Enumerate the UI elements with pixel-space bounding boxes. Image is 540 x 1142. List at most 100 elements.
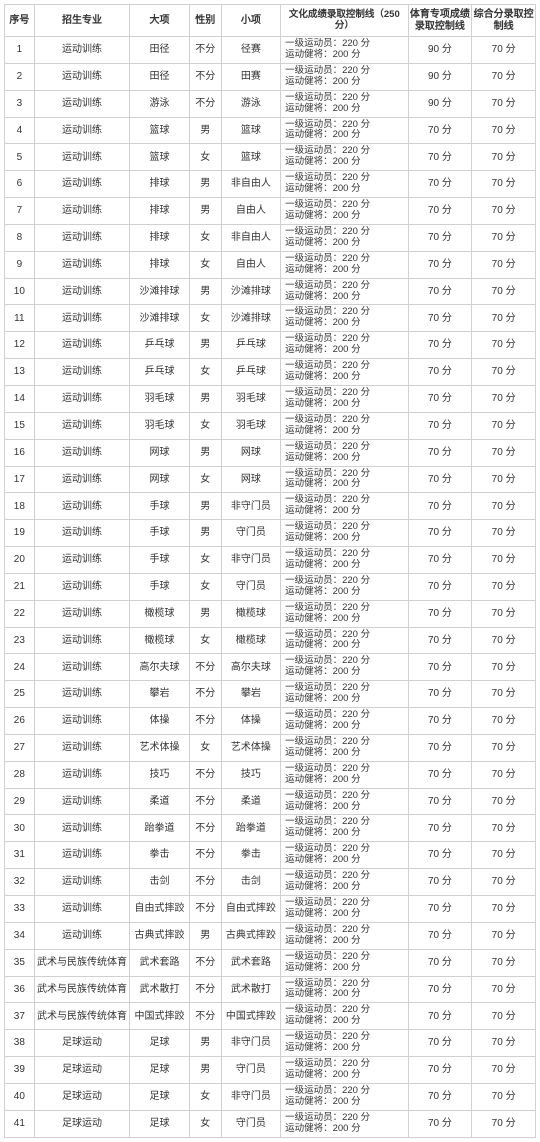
- cell-cultural: 一级运动员：220 分运动健将：200 分: [281, 466, 408, 493]
- cell-sport: 70 分: [408, 761, 472, 788]
- cell-subitem: 乒乓球: [221, 359, 280, 386]
- cell-subitem: 自由人: [221, 251, 280, 278]
- cell-sex: 男: [189, 278, 221, 305]
- cell-subitem: 古典式摔跤: [221, 922, 280, 949]
- cell-sex: 男: [189, 171, 221, 198]
- cell-major: 运动训练: [34, 90, 130, 117]
- cell-category: 排球: [130, 171, 189, 198]
- cell-category: 沙滩排球: [130, 278, 189, 305]
- cell-subitem: 非守门员: [221, 1083, 280, 1110]
- cell-major: 运动训练: [34, 412, 130, 439]
- table-row: 15运动训练羽毛球女羽毛球一级运动员：220 分运动健将：200 分70 分70…: [5, 412, 536, 439]
- cell-cultural: 一级运动员：220 分运动健将：200 分: [281, 1083, 408, 1110]
- table-row: 20运动训练手球女非守门员一级运动员：220 分运动健将：200 分70 分70…: [5, 547, 536, 574]
- cell-sex: 男: [189, 520, 221, 547]
- cell-subitem: 武术套路: [221, 949, 280, 976]
- cell-subitem: 羽毛球: [221, 385, 280, 412]
- cell-cultural: 一级运动员：220 分运动健将：200 分: [281, 627, 408, 654]
- cell-composite: 70 分: [472, 305, 536, 332]
- cell-major: 运动训练: [34, 493, 130, 520]
- cell-subitem: 攀岩: [221, 681, 280, 708]
- cell-subitem: 非守门员: [221, 493, 280, 520]
- table-body: 1运动训练田径不分径赛一级运动员：220 分运动健将：200 分90 分70 分…: [5, 37, 536, 1138]
- table-row: 21运动训练手球女守门员一级运动员：220 分运动健将：200 分70 分70 …: [5, 573, 536, 600]
- cell-category: 排球: [130, 198, 189, 225]
- cell-composite: 70 分: [472, 412, 536, 439]
- table-row: 3运动训练游泳不分游泳一级运动员：220 分运动健将：200 分90 分70 分: [5, 90, 536, 117]
- cell-major: 运动训练: [34, 573, 130, 600]
- cell-cultural: 一级运动员：220 分运动健将：200 分: [281, 1057, 408, 1084]
- cell-cultural: 一级运动员：220 分运动健将：200 分: [281, 600, 408, 627]
- cell-index: 6: [5, 171, 35, 198]
- cell-cultural: 一级运动员：220 分运动健将：200 分: [281, 385, 408, 412]
- cell-subitem: 技巧: [221, 761, 280, 788]
- cell-index: 24: [5, 654, 35, 681]
- cell-major: 运动训练: [34, 305, 130, 332]
- table-row: 36武术与民族传统体育武术散打不分武术散打一级运动员：220 分运动健将：200…: [5, 976, 536, 1003]
- cell-category: 手球: [130, 520, 189, 547]
- col-sex: 性别: [189, 5, 221, 37]
- cell-category: 体操: [130, 708, 189, 735]
- cell-index: 11: [5, 305, 35, 332]
- cell-sport: 70 分: [408, 708, 472, 735]
- cell-sex: 女: [189, 547, 221, 574]
- cell-index: 21: [5, 573, 35, 600]
- cell-category: 攀岩: [130, 681, 189, 708]
- cell-cultural: 一级运动员：220 分运动健将：200 分: [281, 842, 408, 869]
- cell-major: 运动训练: [34, 734, 130, 761]
- cell-sport: 70 分: [408, 869, 472, 896]
- cell-subitem: 橄榄球: [221, 627, 280, 654]
- cell-sport: 70 分: [408, 1110, 472, 1137]
- cell-subitem: 沙滩排球: [221, 305, 280, 332]
- cell-index: 34: [5, 922, 35, 949]
- cell-major: 运动训练: [34, 761, 130, 788]
- cell-major: 运动训练: [34, 547, 130, 574]
- cell-index: 28: [5, 761, 35, 788]
- cell-sport: 70 分: [408, 224, 472, 251]
- cell-sport: 70 分: [408, 600, 472, 627]
- cell-composite: 70 分: [472, 654, 536, 681]
- cell-index: 14: [5, 385, 35, 412]
- cell-sex: 男: [189, 1057, 221, 1084]
- cell-sport: 70 分: [408, 439, 472, 466]
- cell-sport: 70 分: [408, 815, 472, 842]
- cell-cultural: 一级运动员：220 分运动健将：200 分: [281, 896, 408, 923]
- cell-sex: 男: [189, 332, 221, 359]
- cell-major: 运动训练: [34, 439, 130, 466]
- cell-cultural: 一级运动员：220 分运动健将：200 分: [281, 493, 408, 520]
- cell-category: 羽毛球: [130, 412, 189, 439]
- cell-sex: 不分: [189, 869, 221, 896]
- cell-cultural: 一级运动员：220 分运动健将：200 分: [281, 922, 408, 949]
- table-row: 2运动训练田径不分田赛一级运动员：220 分运动健将：200 分90 分70 分: [5, 63, 536, 90]
- cell-major: 运动训练: [34, 600, 130, 627]
- cell-subitem: 篮球: [221, 144, 280, 171]
- cell-category: 跆拳道: [130, 815, 189, 842]
- cell-sex: 男: [189, 1030, 221, 1057]
- cell-cultural: 一级运动员：220 分运动健将：200 分: [281, 1003, 408, 1030]
- cell-category: 羽毛球: [130, 385, 189, 412]
- table-row: 5运动训练篮球女篮球一级运动员：220 分运动健将：200 分70 分70 分: [5, 144, 536, 171]
- cell-major: 武术与民族传统体育: [34, 976, 130, 1003]
- cell-cultural: 一级运动员：220 分运动健将：200 分: [281, 63, 408, 90]
- table-row: 8运动训练排球女非自由人一级运动员：220 分运动健将：200 分70 分70 …: [5, 224, 536, 251]
- table-row: 19运动训练手球男守门员一级运动员：220 分运动健将：200 分70 分70 …: [5, 520, 536, 547]
- cell-composite: 70 分: [472, 520, 536, 547]
- cell-index: 17: [5, 466, 35, 493]
- cell-cultural: 一级运动员：220 分运动健将：200 分: [281, 278, 408, 305]
- cell-sex: 不分: [189, 761, 221, 788]
- table-row: 37武术与民族传统体育中国式摔跤不分中国式摔跤一级运动员：220 分运动健将：2…: [5, 1003, 536, 1030]
- cell-major: 足球运动: [34, 1110, 130, 1137]
- cell-cultural: 一级运动员：220 分运动健将：200 分: [281, 305, 408, 332]
- cell-composite: 70 分: [472, 1057, 536, 1084]
- cell-sport: 70 分: [408, 305, 472, 332]
- cell-composite: 70 分: [472, 63, 536, 90]
- cell-category: 足球: [130, 1057, 189, 1084]
- table-row: 34运动训练古典式摔跤男古典式摔跤一级运动员：220 分运动健将：200 分70…: [5, 922, 536, 949]
- cell-category: 篮球: [130, 117, 189, 144]
- cell-composite: 70 分: [472, 788, 536, 815]
- cell-major: 足球运动: [34, 1030, 130, 1057]
- cell-subitem: 守门员: [221, 1110, 280, 1137]
- cell-subitem: 乒乓球: [221, 332, 280, 359]
- cell-sex: 男: [189, 922, 221, 949]
- table-row: 4运动训练篮球男篮球一级运动员：220 分运动健将：200 分70 分70 分: [5, 117, 536, 144]
